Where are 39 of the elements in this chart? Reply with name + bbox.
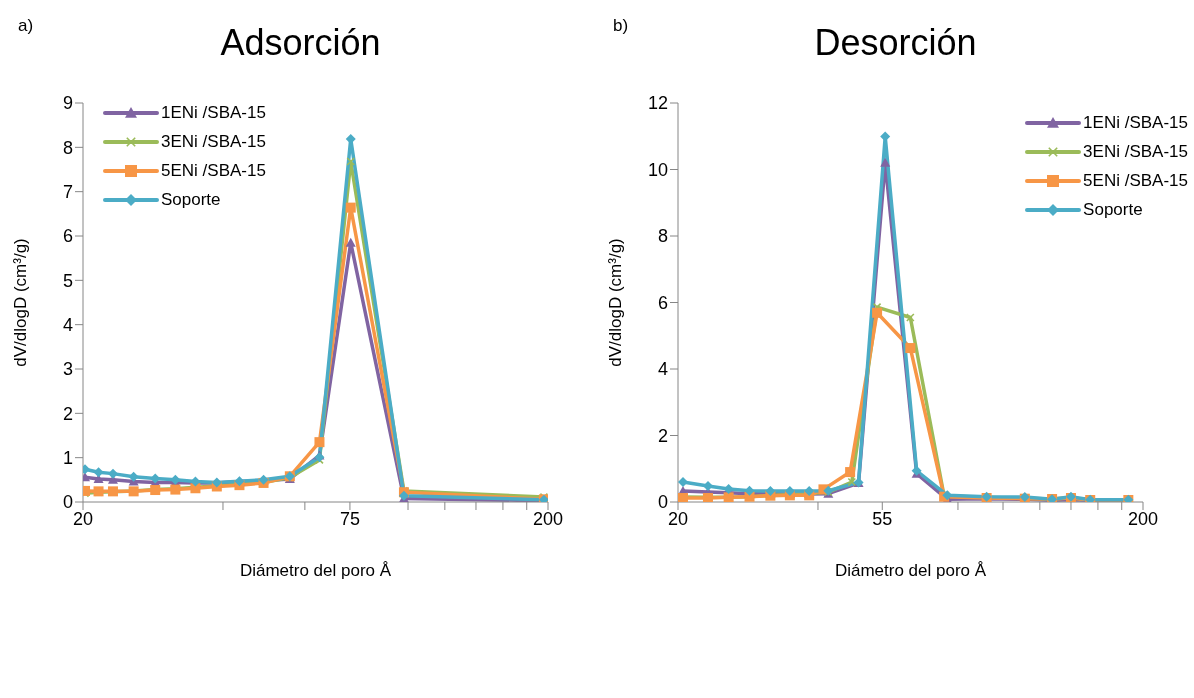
x-tick-label: 20 [72,508,94,529]
y-tick-label: 2 [657,425,668,446]
chart-title: Adsorción [220,22,381,63]
legend-label: 5ENi /SBA-15 [161,160,266,181]
y-tick-label: 2 [62,403,73,424]
x-axis-title: Diámetro del poro Å [239,561,392,581]
legend-label: 1ENi /SBA-15 [1083,112,1188,133]
y-tick-label: 0 [62,492,73,513]
y-tick-label: 8 [62,137,73,158]
legend-label: Soporte [161,189,221,210]
legend-label: 3ENi /SBA-15 [1083,141,1188,162]
x-tick-label: 200 [532,508,564,529]
x-tick-label: 20 [667,508,689,529]
y-tick-label: 10 [647,159,668,180]
x-axis-title: Diámetro del poro Å [834,561,987,581]
y-tick-label: 0 [657,492,668,513]
legend-label: Soporte [1083,199,1143,220]
y-tick-label: 5 [62,270,73,291]
y-tick-label: 7 [62,182,73,203]
y-tick-label: 8 [657,226,668,247]
x-tick-label: 55 [872,508,893,529]
y-tick-label: 4 [62,315,73,336]
y-tick-label: 4 [657,359,668,380]
x-tick-label: 200 [1127,508,1159,529]
chart-title: Desorción [814,22,977,63]
legend-label: 1ENi /SBA-15 [161,102,266,123]
legend-label: 3ENi /SBA-15 [161,131,266,152]
y-axis-title: dV/dlogD (cm³/g) [606,238,626,367]
legend-label: 5ENi /SBA-15 [1083,170,1188,191]
y-tick-label: 9 [62,93,73,114]
y-tick-label: 6 [62,226,73,247]
y-tick-label: 1 [62,448,73,469]
y-tick-label: 3 [62,359,73,380]
y-axis-title: dV/dlogD (cm³/g) [11,238,31,367]
text: a) [18,16,34,36]
text: b) [613,16,629,36]
y-tick-label: 6 [657,292,668,313]
x-tick-label: 75 [339,508,360,529]
y-tick-label: 12 [647,93,668,114]
